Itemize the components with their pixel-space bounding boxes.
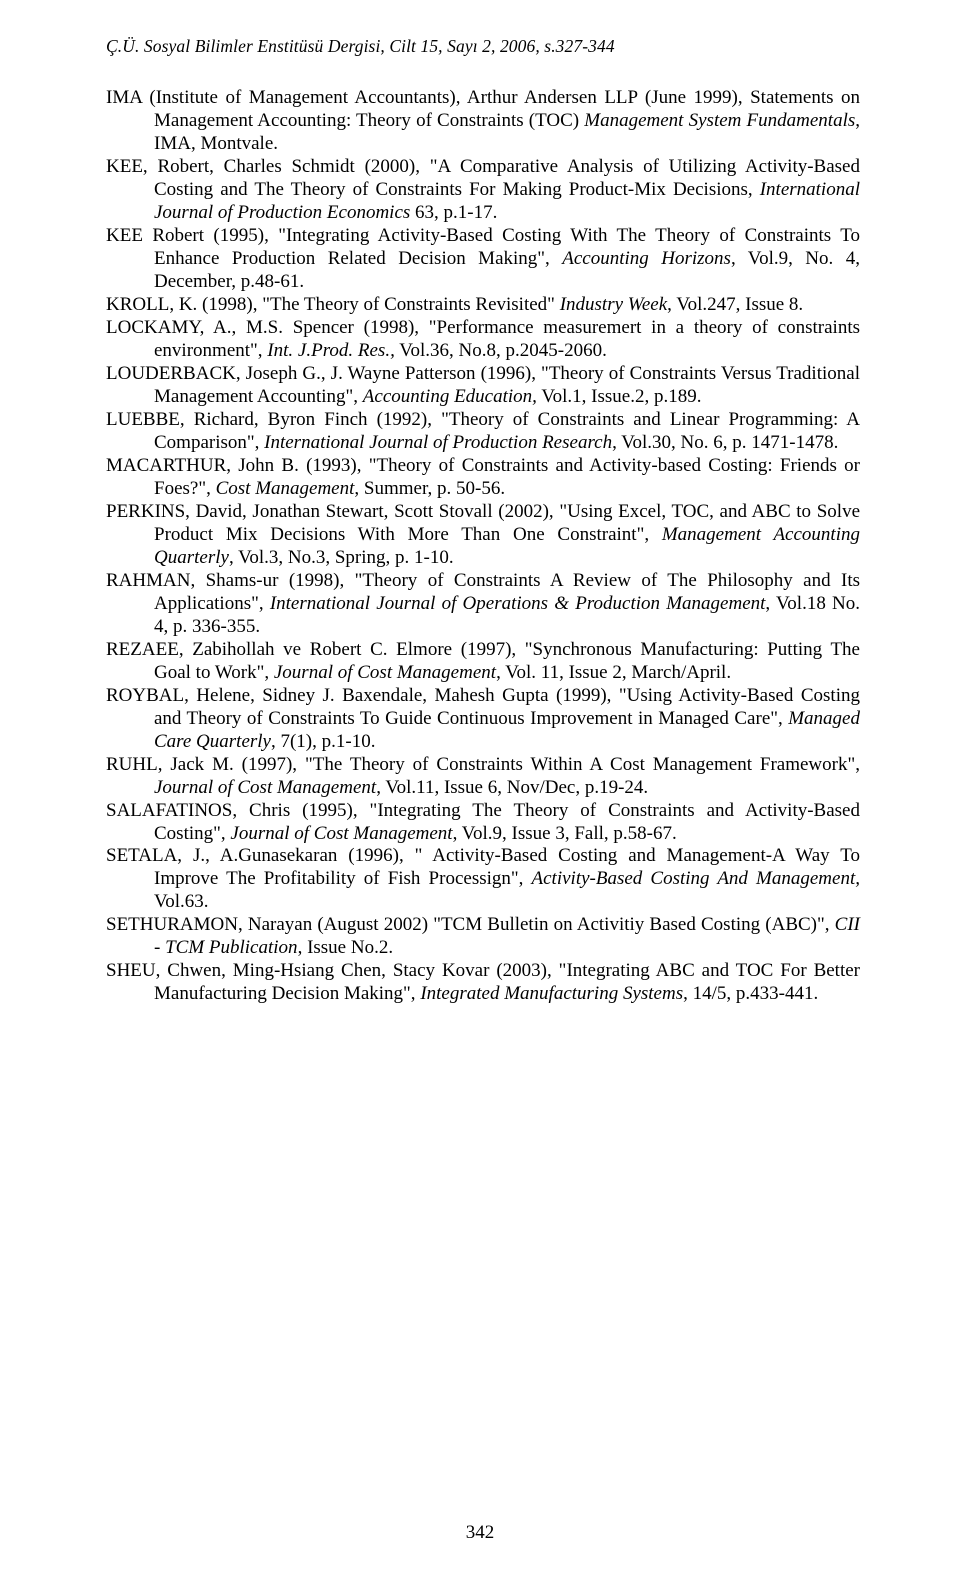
reference-text: KROLL, K. (1998), "The Theory of Constra… [106,294,560,315]
reference-italic: International Journal of Production Rese… [264,432,612,453]
page-number: 342 [0,1522,960,1544]
reference-italic: International Journal of Operations & Pr… [270,593,766,614]
reference-text: , Vol.9, Issue 3, Fall, p.58-67. [453,823,677,844]
reference-entry: LOCKAMY, A., M.S. Spencer (1998), "Perfo… [106,317,860,363]
reference-text: , Vol. 11, Issue 2, March/April. [496,662,731,683]
reference-entry: SALAFATINOS, Chris (1995), "Integrating … [106,800,860,846]
reference-entry: REZAEE, Zabihollah ve Robert C. Elmore (… [106,639,860,685]
reference-italic: Accounting Horizons [562,248,731,269]
reference-italic: Journal of Cost Management [230,823,452,844]
reference-entry: RAHMAN, Shams-ur (1998), "Theory of Cons… [106,570,860,639]
reference-text: , 14/5, p.433-441. [683,983,818,1004]
reference-italic: Integrated Manufacturing Systems [420,983,683,1004]
reference-entry: RUHL, Jack M. (1997), "The Theory of Con… [106,754,860,800]
reference-text: KEE, Robert, Charles Schmidt (2000), "A … [106,156,860,200]
reference-text: SETHURAMON, Narayan (August 2002) "TCM B… [106,914,835,935]
reference-italic: Int. J.Prod. Res., [267,340,395,361]
reference-entry: KROLL, K. (1998), "The Theory of Constra… [106,294,860,317]
reference-entry: KEE, Robert, Charles Schmidt (2000), "A … [106,156,860,225]
reference-text: Vol.1, Issue.2, p.189. [537,386,702,407]
reference-entry: IMA (Institute of Management Accountants… [106,87,860,156]
reference-text: , Issue No.2. [298,937,394,958]
reference-italic: Accounting Education, [363,386,537,407]
reference-text: 63, p.1-17. [410,202,497,223]
reference-entry: SHEU, Chwen, Ming-Hsiang Chen, Stacy Kov… [106,960,860,1006]
reference-text: Vol.36, No.8, p.2045-2060. [395,340,607,361]
reference-text: RUHL, Jack M. (1997), "The Theory of Con… [106,754,860,775]
reference-text: , Vol.247, Issue 8. [667,294,803,315]
reference-text: , 7(1), p.1-10. [271,731,375,752]
reference-entry: SETALA, J., A.Gunasekaran (1996), " Acti… [106,845,860,914]
reference-italic: Industry Week [560,294,667,315]
reference-text: , Vol.30, No. 6, p. 1471-1478. [612,432,838,453]
reference-text: Vol.63. [154,891,209,912]
reference-entry: LOUDERBACK, Joseph G., J. Wayne Patterso… [106,363,860,409]
reference-entry: KEE Robert (1995), "Integrating Activity… [106,225,860,294]
reference-text: ROYBAL, Helene, Sidney J. Baxendale, Mah… [106,685,860,729]
reference-italic: Cost Management [216,478,355,499]
page: Ç.Ü. Sosyal Bilimler Enstitüsü Dergisi, … [0,0,960,1006]
reference-italic: Journal of Cost Management [154,777,376,798]
reference-italic: Journal of Cost Management [274,662,496,683]
reference-entry: ROYBAL, Helene, Sidney J. Baxendale, Mah… [106,685,860,754]
reference-text: , Vol.3, No.3, Spring, p. 1-10. [229,547,454,568]
reference-text: , Summer, p. 50-56. [354,478,505,499]
reference-entry: SETHURAMON, Narayan (August 2002) "TCM B… [106,914,860,960]
reference-entry: MACARTHUR, John B. (1993), "Theory of Co… [106,455,860,501]
reference-italic: Management System Fundamentals [584,110,855,131]
reference-entry: PERKINS, David, Jonathan Stewart, Scott … [106,501,860,570]
reference-text: , Vol.11, Issue 6, Nov/Dec, p.19-24. [376,777,648,798]
reference-italic: Activity-Based Costing And Management, [532,868,860,889]
references-list: IMA (Institute of Management Accountants… [106,87,860,1006]
running-header: Ç.Ü. Sosyal Bilimler Enstitüsü Dergisi, … [106,36,860,57]
reference-entry: LUEBBE, Richard, Byron Finch (1992), "Th… [106,409,860,455]
